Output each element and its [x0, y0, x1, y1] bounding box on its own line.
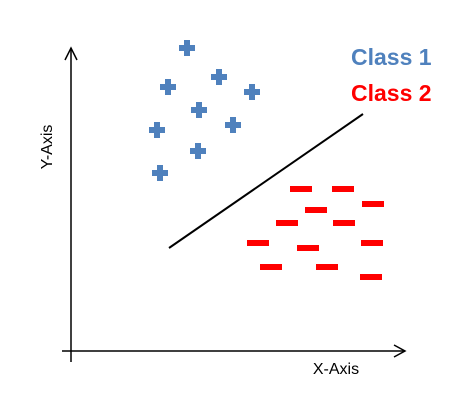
minus-marker: [332, 186, 354, 192]
plus-marker: [152, 165, 168, 181]
class-2-markers: [247, 186, 384, 280]
plus-marker: [149, 122, 165, 138]
legend-class-2: Class 2: [351, 80, 432, 106]
minus-marker: [305, 207, 327, 213]
y-axis: [64, 46, 78, 362]
x-axis-label: X-Axis: [313, 361, 359, 378]
y-axis-label: Y-Axis: [39, 125, 56, 170]
decision-boundary-line: [168, 113, 364, 249]
plus-marker: [211, 69, 227, 85]
plus-marker: [160, 79, 176, 95]
minus-marker: [333, 220, 355, 226]
minus-marker: [316, 264, 338, 270]
class-1-markers: [149, 40, 260, 181]
minus-marker: [247, 240, 269, 246]
plus-marker: [244, 84, 260, 100]
minus-marker: [362, 201, 384, 207]
minus-marker: [260, 264, 282, 270]
plus-marker: [225, 117, 241, 133]
minus-marker: [276, 220, 298, 226]
minus-marker: [360, 274, 382, 280]
minus-marker: [297, 245, 319, 251]
x-axis: [62, 344, 407, 358]
plus-marker: [190, 143, 206, 159]
minus-marker: [290, 186, 312, 192]
plus-marker: [179, 40, 195, 56]
legend-class-1: Class 1: [351, 44, 432, 70]
minus-marker: [361, 240, 383, 246]
plus-marker: [191, 102, 207, 118]
